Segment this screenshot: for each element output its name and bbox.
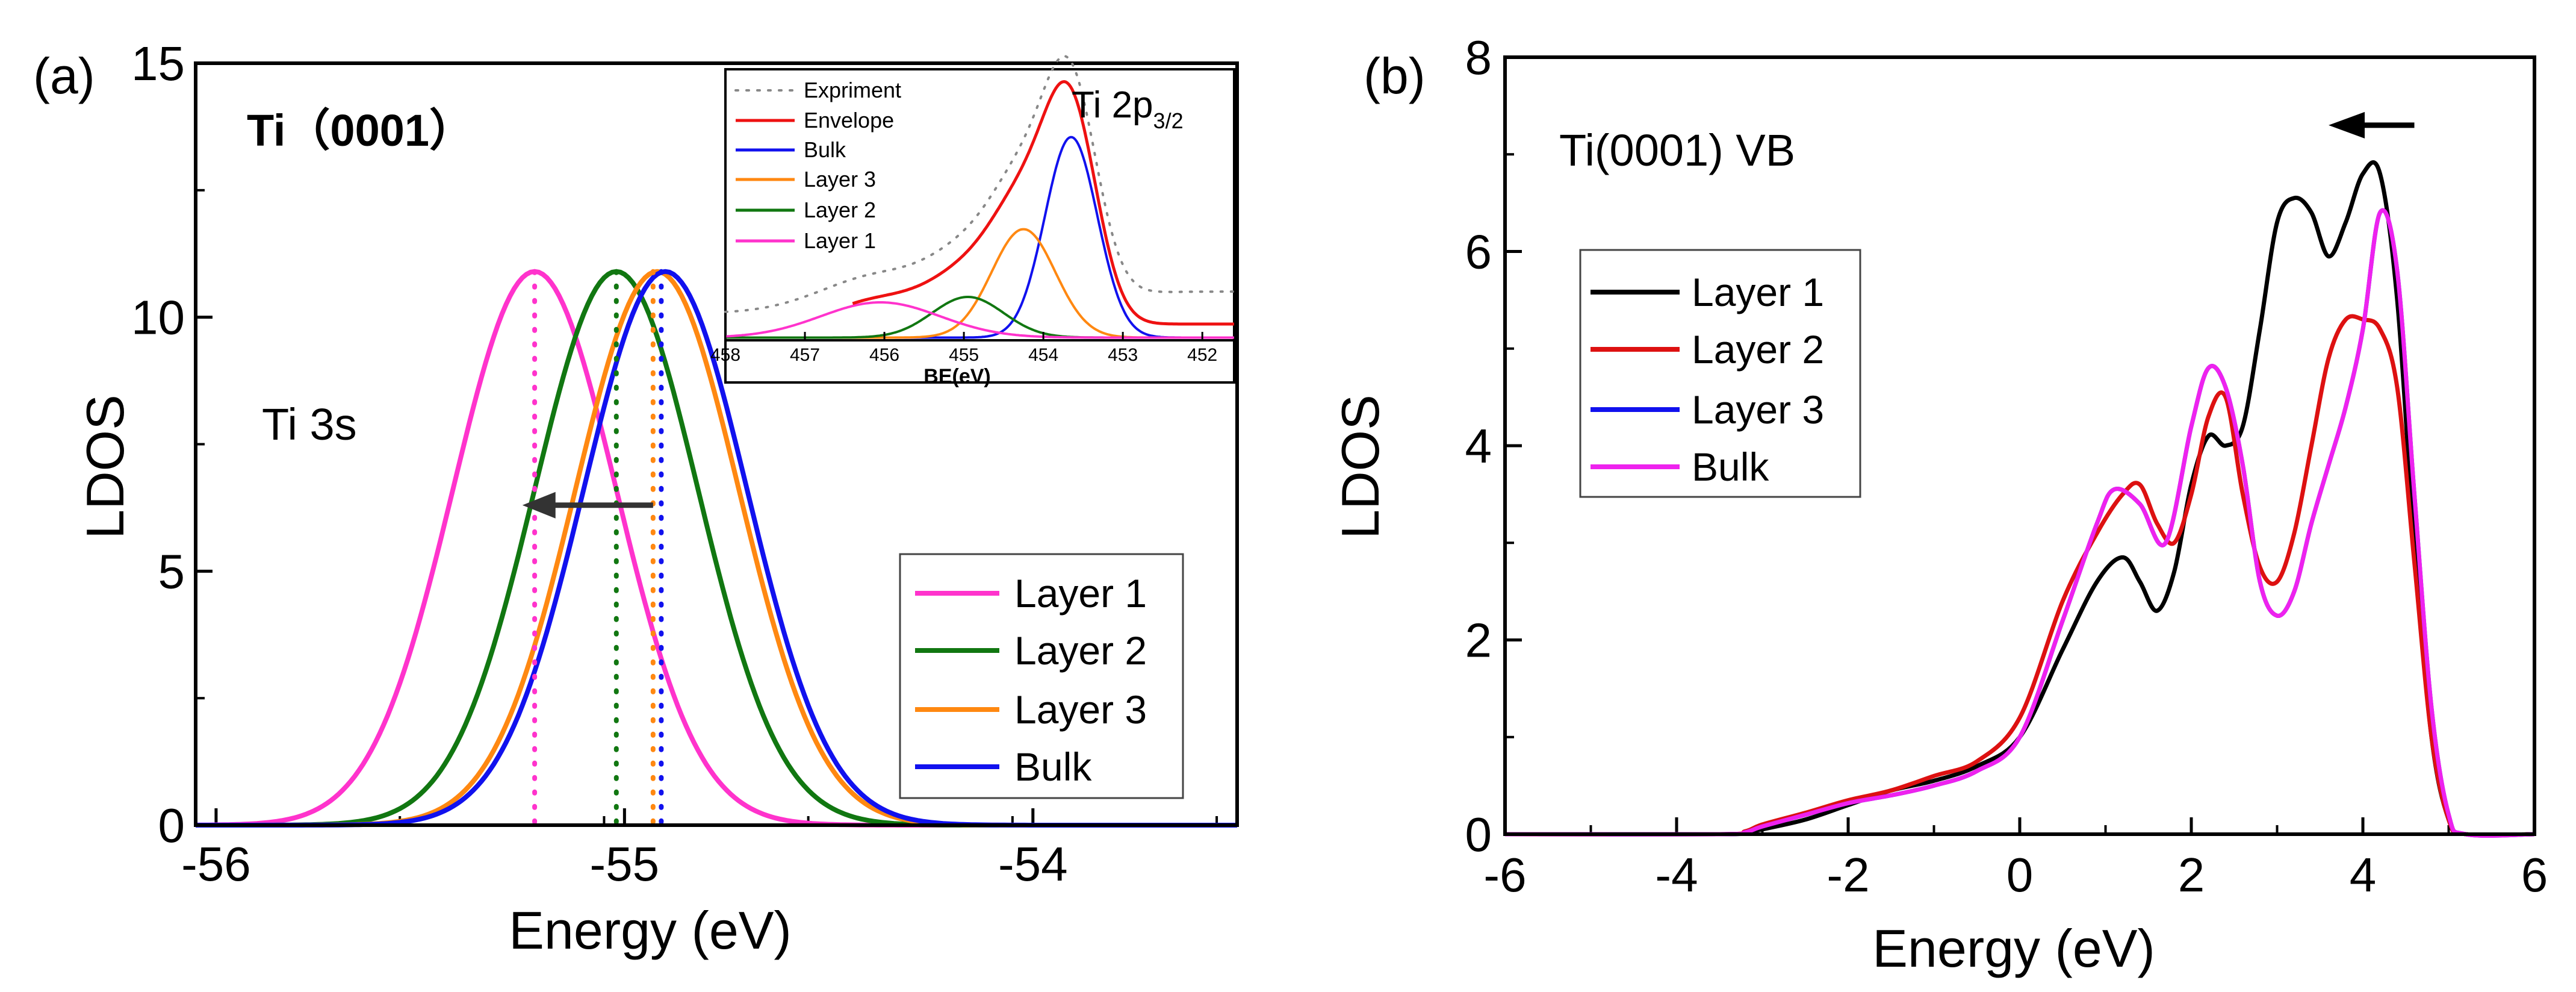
panel-b-series <box>1504 160 2535 838</box>
inset-x-tick-label-453: 453 <box>1108 345 1138 365</box>
legend-label-layer-2: Layer 2 <box>1014 628 1147 673</box>
panel-b-ylabel: LDOS <box>1330 395 1390 539</box>
inset-frame <box>724 68 1235 384</box>
inset-x-tick-label-456: 456 <box>869 345 899 365</box>
inset-x-tick-label-458: 458 <box>710 345 740 365</box>
inset-x-tick-label-457: 457 <box>790 345 820 365</box>
panel-a-frame <box>194 61 1239 827</box>
panel-a-peak-markers <box>532 269 664 828</box>
b-y-tick-label-0: 0 <box>1465 808 1492 861</box>
legend-label-bulk: Bulk <box>1014 744 1092 789</box>
inset-xlabel: BE(eV) <box>923 365 990 388</box>
inset-x-tick-label-454: 454 <box>1028 345 1058 365</box>
b-y-tick-label-2: 2 <box>1465 614 1492 667</box>
y-tick-label-0: 0 <box>158 799 185 852</box>
panel-a-xlabel: Energy (eV) <box>509 900 792 960</box>
inset-legend-label-layer-3: Layer 3 <box>804 167 876 192</box>
y-tick-label-10: 10 <box>131 291 185 345</box>
y-tick-label-5: 5 <box>158 544 185 598</box>
b-y-tick-label-6: 6 <box>1465 225 1492 279</box>
b-x-tick-label-2: 2 <box>2178 848 2205 902</box>
legend-b-label-bulk: Bulk <box>1692 445 1769 489</box>
inset-ti-2p: 458 457 456 455 454 453 452 Ti 2p3/2 BE(eV) Ex… <box>710 55 1235 388</box>
panel-a-annotation: Ti 3s <box>262 399 357 449</box>
b-x-tick-label-6: 6 <box>2521 848 2548 902</box>
legend-b-label-layer-3: Layer 3 <box>1692 387 1824 432</box>
panel-a-label: (a) <box>33 48 95 104</box>
b-shift-arrow-head <box>2329 111 2365 139</box>
b-x-tick-label-6: -6 <box>1483 848 1526 902</box>
inset-x-tick-label-452: 452 <box>1187 345 1217 365</box>
panel-a-legend: Layer 1 Layer 2 Layer 3 Bulk <box>899 553 1184 799</box>
shift-arrow-head <box>522 491 556 519</box>
b-x-tick-label-2: -2 <box>1826 848 1869 902</box>
inset-legend-label-expriment: Expriment <box>804 78 901 102</box>
b-x-tick-label-4: -4 <box>1655 848 1698 902</box>
inset-title-subscript: 3/2 <box>1153 108 1184 133</box>
panel-b-shift-arrow <box>2329 111 2415 139</box>
b-series-layer-2 <box>1504 314 2535 838</box>
legend-label-layer-1: Layer 1 <box>1014 571 1147 616</box>
b-y-tick-label-8: 8 <box>1465 31 1492 84</box>
inset-legend: Expriment Envelope Bulk Layer 3 Layer 2 … <box>734 78 901 253</box>
x-tick-label-56: -56 <box>181 837 251 891</box>
panel-b-legend: Layer 1 Layer 2 Layer 3 Bulk <box>1579 249 1861 498</box>
b-series-bulk <box>1504 208 2535 838</box>
panel-b-ticks: -6 -4 -2 0 2 4 6 0 2 4 6 8 <box>1465 31 2548 902</box>
b-x-tick-label-4: 4 <box>2350 848 2377 902</box>
x-tick-label-55: -55 <box>590 837 660 891</box>
panel-a-ticks: -56 -55 -54 0 5 10 15 <box>131 37 1218 891</box>
inset-legend-label-bulk: Bulk <box>804 137 846 162</box>
b-y-tick-label-4: 4 <box>1465 419 1492 473</box>
inset-legend-label-layer-2: Layer 2 <box>804 198 876 222</box>
y-tick-label-15: 15 <box>131 37 185 90</box>
inset-series <box>724 55 1235 339</box>
inset-series-envelope <box>852 80 1234 326</box>
inset-title: Ti 2p3/2 <box>1072 84 1184 133</box>
panel-b-frame <box>1503 55 2536 836</box>
inset-title-main: Ti 2p <box>1072 84 1153 126</box>
panel-a-shift-arrow <box>522 491 653 519</box>
x-tick-label-54: -54 <box>998 837 1068 891</box>
panel-a: (a) Ti（0001） Ti 3s LDOS Energy (eV) -56-… <box>33 37 1239 960</box>
panel-b-xlabel: Energy (eV) <box>1872 919 2155 978</box>
inset-series-expriment <box>724 55 1235 313</box>
panel-a-title: Ti（0001） <box>247 105 474 155</box>
inset-legend-label-layer-1: Layer 1 <box>804 228 876 253</box>
panel-b-title: Ti(0001) VB <box>1559 125 1795 175</box>
legend-b-label-layer-2: Layer 2 <box>1692 327 1824 372</box>
panel-b-label: (b) <box>1364 48 1426 104</box>
inset-legend-label-envelope: Envelope <box>804 108 894 133</box>
panel-a-ylabel: LDOS <box>75 395 135 539</box>
legend-b-label-layer-1: Layer 1 <box>1692 270 1824 314</box>
b-x-tick-label-0: 0 <box>2006 848 2034 902</box>
panel-b: (b) Ti(0001) VB LDOS Energy (eV) -6 -4 -2 0… <box>1330 31 2548 978</box>
inset-x-tick-label-455: 455 <box>949 345 979 365</box>
inset-series-layer-1 <box>725 301 1234 339</box>
inset-ticks: 458 457 456 455 454 453 452 <box>710 332 1234 365</box>
legend-label-layer-3: Layer 3 <box>1014 687 1147 732</box>
